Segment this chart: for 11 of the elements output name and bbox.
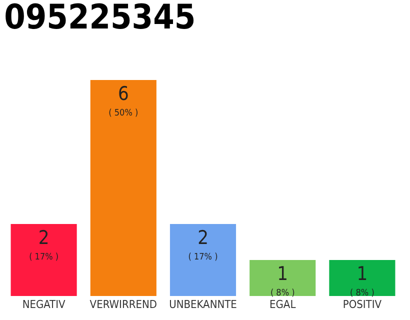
- x-tick-label: UNBEKANNTE: [169, 298, 237, 311]
- data-label: 2 ( 17% ): [188, 227, 218, 263]
- data-label: 1 ( 8% ): [350, 263, 374, 299]
- data-label: 2 ( 17% ): [29, 227, 59, 263]
- x-tick-label: POSITIV: [342, 298, 382, 311]
- data-label: 1 ( 8% ): [270, 263, 295, 299]
- chart-title: 095225345: [4, 0, 196, 38]
- x-tick-label: EGAL: [270, 298, 296, 311]
- x-tick-label: VERWIRREND: [90, 298, 158, 311]
- x-tick-label: NEGATIV: [22, 298, 66, 311]
- data-label: 6 ( 50% ): [108, 83, 138, 119]
